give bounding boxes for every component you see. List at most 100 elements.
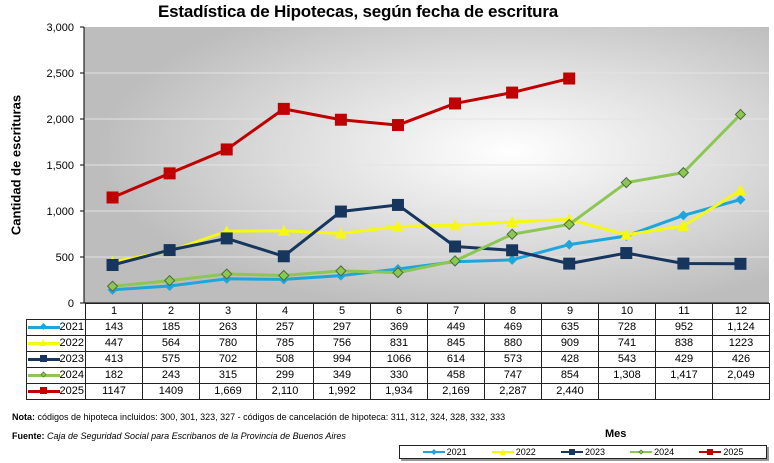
x-tick-label: 7: [427, 303, 485, 320]
x-tick-label: 5: [313, 303, 371, 320]
legend-item: 2021: [422, 447, 467, 457]
data-point: [106, 280, 119, 292]
data-point: [163, 244, 176, 257]
y-tick-label: 2,000: [46, 114, 74, 126]
legend-label: 2025: [723, 447, 744, 457]
data-point: [220, 143, 233, 156]
legend-key-icon: [491, 448, 514, 456]
data-table: 1 2 3 4 5 6 7 8 9 10 11 12 2021 143 185 263 257 297 369 449…: [26, 303, 770, 400]
series-line-2024: [112, 113, 742, 288]
data-point: [563, 218, 575, 231]
data-point: [735, 194, 746, 205]
table-cell: 2,049: [712, 367, 770, 384]
table-cell: 182: [85, 367, 143, 384]
legend-item: 2022: [491, 447, 536, 457]
legend-key-icon: [27, 354, 60, 364]
chart-title: Estadística de Hipotecas, según fecha de…: [157, 2, 559, 21]
table-cell: 315: [199, 367, 257, 384]
legend-label: 2022: [515, 447, 536, 457]
table-cell: 449: [427, 319, 485, 336]
legend-key-icon: [27, 370, 60, 380]
data-point: [678, 210, 689, 221]
x-tick-label: 9: [541, 303, 599, 320]
table-cell: 1147: [85, 383, 143, 400]
table-cell: 780: [199, 335, 257, 352]
table-cell: 1066: [370, 351, 428, 368]
data-point: [506, 244, 519, 257]
table-cell: 369: [370, 319, 428, 336]
y-tick-label: 1,500: [46, 160, 74, 172]
legend-key-icon: [27, 338, 60, 348]
table-cell: 508: [256, 351, 314, 368]
data-point: [620, 228, 633, 240]
data-point: [506, 228, 518, 240]
legend-key-icon: [560, 448, 583, 456]
table-cell: 428: [541, 351, 599, 368]
table-cell: 880: [484, 335, 542, 352]
table-row: 2025 1147 1409 1,669 2,110 1,992 1,934 2,169 2,2…: [26, 383, 770, 400]
data-point: [620, 176, 632, 189]
data-point: [677, 166, 690, 179]
legend-item: 2023: [560, 447, 605, 457]
table-cell: 263: [199, 319, 257, 336]
row-series-label: 2023: [26, 351, 86, 368]
x-tick-label: 8: [484, 303, 542, 320]
data-point: [163, 167, 176, 180]
table-cell: 1,934: [370, 383, 428, 400]
legend-label: 2021: [446, 447, 467, 457]
table-cell: 299: [256, 367, 314, 384]
data-point: [734, 184, 747, 196]
series-2023: [106, 198, 747, 272]
table-cell: 728: [598, 319, 656, 336]
table-row: 2023 413 575 702 508 994 1066 614 573 428 543 429 42…: [26, 351, 770, 368]
table-cell: 614: [427, 351, 485, 368]
table-cell: 2,287: [484, 383, 542, 400]
data-point: [506, 86, 519, 99]
x-tick-label: 1: [85, 303, 143, 320]
table-cell: 426: [712, 351, 770, 368]
y-tick-label: 500: [56, 252, 74, 264]
table-cell: 2,110: [256, 383, 314, 400]
data-point: [734, 108, 747, 121]
table-cell: 838: [655, 335, 713, 352]
table-cell: 1,417: [655, 367, 713, 384]
data-point: [677, 257, 690, 270]
data-point: [734, 257, 747, 270]
data-point: [620, 247, 633, 260]
table-corner: [26, 303, 86, 320]
table-header-row: 1 2 3 4 5 6 7 8 9 10 11 12: [26, 303, 770, 320]
data-point: [334, 113, 347, 126]
legend-item: 2025: [699, 447, 743, 457]
row-series-label: 2024: [26, 367, 86, 384]
legend-item: 2024: [630, 447, 674, 457]
data-point: [106, 259, 119, 272]
data-point: [106, 191, 119, 204]
table-cell: 1223: [712, 335, 770, 352]
table-cell: 297: [313, 319, 371, 336]
legend-key-icon: [699, 448, 722, 456]
x-tick-label: 12: [712, 303, 770, 320]
data-point: [277, 102, 290, 115]
data-point: [335, 265, 347, 277]
legend-label: 2023: [584, 447, 605, 457]
series-name: 2021: [59, 321, 84, 333]
table-cell: 1,124: [712, 319, 770, 336]
legend-key-icon: [27, 386, 60, 396]
legend-key-icon: [630, 448, 653, 456]
data-point: [277, 224, 290, 236]
data-point: [677, 219, 690, 231]
table-cell: 185: [142, 319, 200, 336]
row-series-label: 2021: [26, 319, 86, 336]
data-point: [221, 268, 233, 280]
series-2025: [106, 72, 576, 204]
data-point: [449, 255, 461, 267]
table-cell: 741: [598, 335, 656, 352]
x-tick-label: 6: [370, 303, 428, 320]
table-cell: 543: [598, 351, 656, 368]
table-cell: 469: [484, 319, 542, 336]
table-row: 2021 143 185 263 257 297 369 449 469 635 728 952 1,1…: [26, 319, 770, 336]
table-cell: 831: [370, 335, 428, 352]
data-point: [563, 257, 576, 270]
legend-key-icon: [27, 322, 60, 332]
data-point: [277, 250, 290, 263]
